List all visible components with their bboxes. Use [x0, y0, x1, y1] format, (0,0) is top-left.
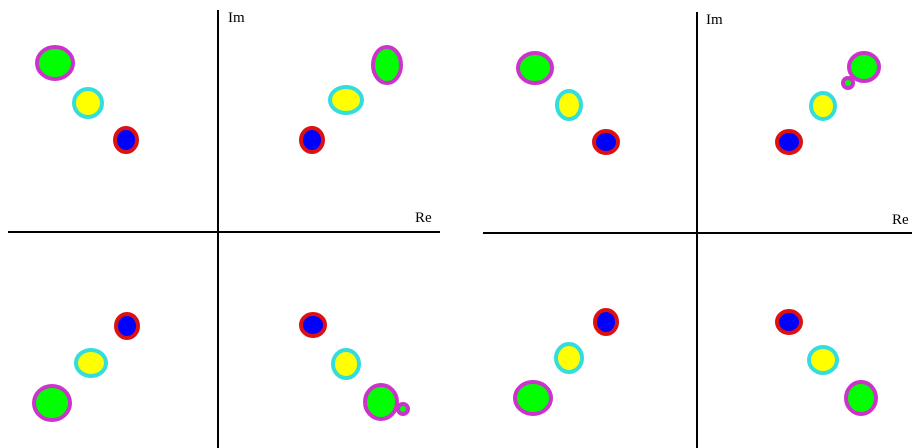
blob-bump [398, 404, 408, 414]
blob-large [518, 53, 552, 83]
blob-medium [557, 91, 581, 119]
blob-small [594, 131, 618, 153]
blob-small [777, 131, 801, 153]
blob-medium [333, 350, 359, 378]
blob-large [365, 385, 397, 419]
blob-medium [74, 89, 102, 117]
blob-bump [843, 78, 853, 88]
panel-right: Im Re [483, 12, 912, 448]
blob-large [846, 382, 876, 414]
blob-medium [811, 93, 835, 119]
blob-large [849, 53, 879, 81]
im-label: Im [706, 12, 723, 28]
re-label: Re [892, 212, 909, 228]
page: {"panels": [ {"imaginary_axis_label": "I… [0, 0, 912, 448]
blob-small [301, 128, 323, 152]
blob-small [115, 128, 137, 152]
im-label: Im [228, 10, 245, 26]
blob-medium [76, 350, 106, 376]
blob-medium [330, 87, 362, 113]
blob-large [37, 47, 73, 79]
diagram: Im Re Im Re [0, 0, 912, 448]
re-label: Re [415, 210, 432, 226]
blob-medium [556, 344, 582, 372]
panel-left: Im Re [8, 10, 440, 448]
blob-small [116, 314, 138, 338]
blob-medium [809, 347, 837, 373]
blob-large [34, 386, 70, 420]
blob-small [777, 311, 801, 333]
blob-large [515, 382, 551, 414]
blob-small [595, 310, 617, 334]
blob-large [373, 47, 401, 83]
blob-small [301, 314, 325, 336]
